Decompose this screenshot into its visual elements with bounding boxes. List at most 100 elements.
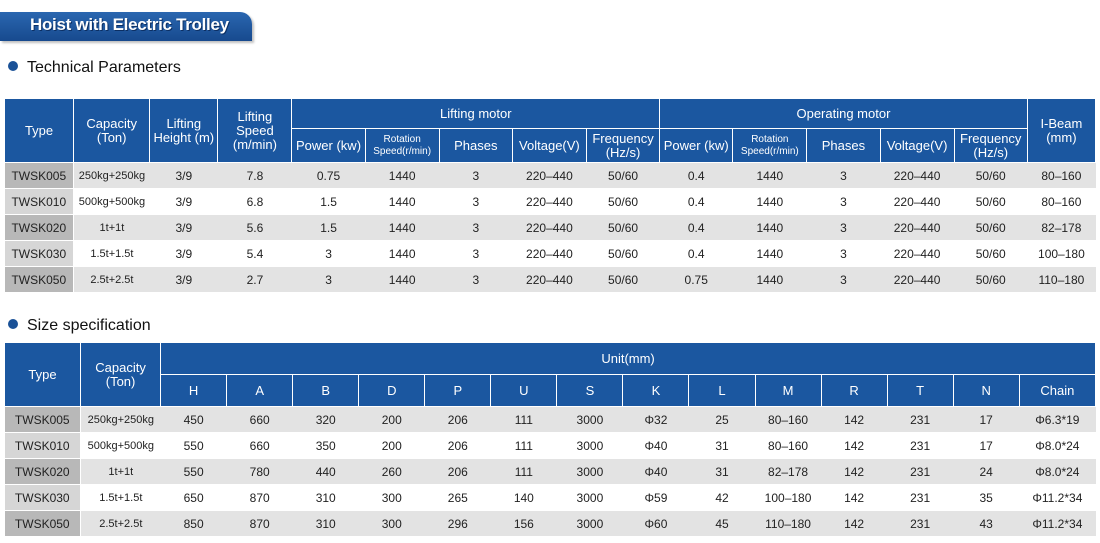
table-cell: 111 (490, 406, 557, 432)
table-cell: 7.8 (217, 162, 292, 188)
type-cell: TWSK030 (4, 241, 75, 266)
table-cell: 50/60 (954, 267, 1028, 292)
table-cell: 231 (887, 485, 954, 510)
table-row: TWSK010 500kg+500kg 550 660 350 200 206 111 3000… (4, 433, 1096, 458)
col-m: M (754, 374, 822, 407)
table-cell: 310 (292, 511, 359, 536)
col-op-phases: Phases (806, 128, 881, 163)
table-cell: 1440 (732, 215, 807, 240)
table-cell: 0.4 (659, 189, 733, 214)
group-operating-motor: Operating motor (659, 98, 1028, 129)
table-cell: 3000 (556, 485, 623, 510)
col-capacity: Capacity (Ton) (80, 342, 162, 407)
table-row: TWSK005 250kg+250kg 450 660 320 200 206 111 3000… (4, 406, 1096, 432)
col-lift-frequency: Frequency (Hz/s) (585, 128, 661, 163)
table-cell: Φ8.0*24 (1019, 433, 1096, 458)
table-cell: 80–160 (1027, 162, 1096, 188)
table-cell: 82–178 (1027, 215, 1096, 240)
table-cell: 660 (226, 406, 293, 432)
col-s: S (556, 374, 624, 407)
table-cell: 17 (953, 433, 1020, 458)
table-cell: 142 (821, 406, 888, 432)
table-cell: 35 (953, 485, 1020, 510)
table-cell: 140 (490, 485, 557, 510)
group-lifting-motor: Lifting motor (291, 98, 661, 129)
table-cell: 3/9 (149, 162, 218, 188)
table-cell: 260 (358, 459, 425, 484)
table-cell: Φ40 (622, 459, 689, 484)
table-cell: 50/60 (586, 241, 660, 266)
banner-title: Hoist with Electric Trolley (30, 15, 229, 34)
col-b: B (292, 374, 360, 407)
type-cell: TWSK020 (4, 215, 75, 240)
table-cell: 296 (424, 511, 491, 536)
table-cell: 2.7 (217, 267, 292, 292)
table-cell: 80–160 (755, 433, 822, 458)
col-t: T (886, 374, 954, 407)
col-type: Type (3, 342, 82, 407)
table-cell: 3000 (556, 459, 623, 484)
table-cell: 111 (490, 459, 557, 484)
table-cell: 31 (688, 459, 756, 484)
title-banner: Hoist with Electric Trolley (0, 12, 252, 41)
table-cell: 220–440 (880, 162, 955, 188)
table-cell: 220–440 (880, 189, 955, 214)
table-cell: 3 (291, 241, 366, 266)
table-cell: 45 (688, 511, 756, 536)
table-cell: 3/9 (149, 189, 218, 214)
table-cell: 50/60 (586, 267, 660, 292)
table-cell: 82–178 (755, 459, 822, 484)
section-heading-size: Size specification (8, 317, 151, 335)
table-cell: 3 (806, 162, 881, 188)
table-cell: 3000 (556, 433, 623, 458)
table-cell: 1440 (365, 241, 440, 266)
table-cell: Φ8.0*24 (1019, 459, 1096, 484)
col-op-voltage: Voltage(V) (879, 128, 955, 163)
table-cell: 50/60 (586, 162, 660, 188)
table-row: TWSK020 1t+1t 550 780 440 260 206 111 3000 Φ40 31 8… (4, 459, 1096, 484)
table-cell: 142 (821, 485, 888, 510)
table-cell: 142 (821, 433, 888, 458)
table-cell: 1440 (732, 241, 807, 266)
section-heading-technical: Technical Parameters (8, 59, 181, 77)
table-cell: 100–180 (1027, 241, 1096, 266)
table-cell: 3/9 (149, 215, 218, 240)
table-cell: 0.4 (659, 241, 733, 266)
table-cell: 200 (358, 406, 425, 432)
table-cell: 220–440 (512, 215, 587, 240)
table-cell: 220–440 (512, 162, 587, 188)
col-lift-rotation: Rotation Speed(r/min) (364, 128, 440, 163)
bullet-icon (8, 319, 18, 329)
table-cell: 5.6 (217, 215, 292, 240)
table-row: TWSK005 250kg+250kg 3/9 7.8 0.75 1440 3 220–440… (4, 162, 1096, 188)
table-row: TWSK010 500kg+500kg 3/9 6.8 1.5 1440 3 220–440 5… (4, 189, 1096, 214)
bullet-icon (8, 61, 18, 71)
table-cell: 231 (887, 433, 954, 458)
table-cell: 870 (226, 511, 293, 536)
table-cell: 142 (821, 459, 888, 484)
table-cell: 3/9 (149, 267, 218, 292)
table-cell: 50/60 (954, 189, 1028, 214)
table-cell: 3 (291, 267, 366, 292)
table-cell: 1t+1t (80, 459, 161, 484)
col-capacity: Capacity (Ton) (73, 98, 151, 163)
table-cell: 220–440 (512, 189, 587, 214)
table-cell: 1440 (365, 267, 440, 292)
table-cell: 50/60 (586, 215, 660, 240)
table-cell: 111 (490, 433, 557, 458)
table-cell: 3 (439, 215, 513, 240)
table-cell: 3 (806, 189, 881, 214)
table-cell: 1440 (732, 267, 807, 292)
table-cell: Φ11.2*34 (1019, 485, 1096, 510)
table-cell: 220–440 (512, 241, 587, 266)
table-cell: 1.5 (291, 189, 366, 214)
table-cell: 310 (292, 485, 359, 510)
col-n: N (952, 374, 1020, 407)
table-cell: 231 (887, 406, 954, 432)
col-lift-phases: Phases (438, 128, 513, 163)
table-cell: 50/60 (954, 241, 1028, 266)
table-cell: 220–440 (880, 241, 955, 266)
table-cell: Φ6.3*19 (1019, 406, 1096, 432)
type-cell: TWSK010 (4, 189, 75, 214)
